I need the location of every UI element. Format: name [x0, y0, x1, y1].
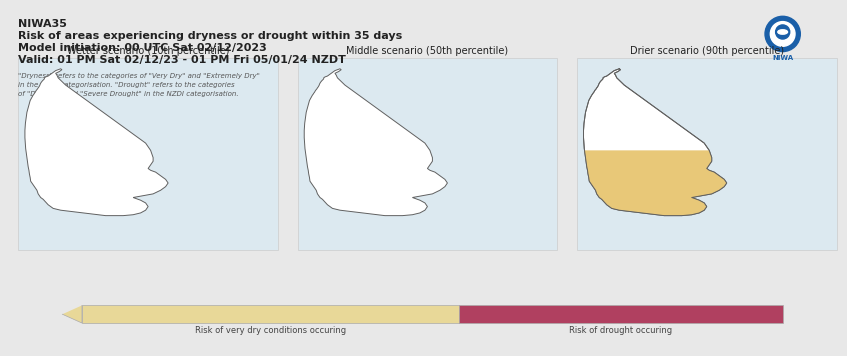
Circle shape	[765, 16, 800, 52]
Ellipse shape	[778, 30, 788, 34]
Polygon shape	[25, 69, 168, 216]
Text: NIWA: NIWA	[772, 54, 794, 61]
Bar	[82, 305, 459, 323]
Bar	[19, 58, 278, 250]
Text: Valid: 01 PM Sat 02/12/23 - 01 PM Fri 05/01/24 NZDT: Valid: 01 PM Sat 02/12/23 - 01 PM Fri 05…	[19, 54, 346, 64]
Text: Risk of very dry conditions occuring: Risk of very dry conditions occuring	[195, 326, 346, 335]
Text: Model initiation: 00 UTC Sat 02/12/2023: Model initiation: 00 UTC Sat 02/12/2023	[19, 43, 267, 53]
Polygon shape	[584, 150, 727, 216]
Text: Drier scenario (90th percentile): Drier scenario (90th percentile)	[629, 46, 783, 56]
Text: NIWA35: NIWA35	[19, 19, 67, 29]
Circle shape	[770, 22, 795, 46]
Text: Risk of drought occuring: Risk of drought occuring	[569, 326, 673, 335]
Polygon shape	[304, 69, 447, 216]
Bar	[577, 58, 837, 250]
Polygon shape	[584, 69, 727, 216]
Bar	[297, 58, 557, 250]
Text: Wetter scenario (10th percentile): Wetter scenario (10th percentile)	[67, 46, 230, 56]
Polygon shape	[584, 69, 727, 216]
Text: "Dryness" refers to the categories of "Very Dry" and "Extremely Dry"
in the NZDI: "Dryness" refers to the categories of "V…	[19, 73, 260, 96]
Text: Middle scenario (50th percentile): Middle scenario (50th percentile)	[346, 46, 508, 56]
Polygon shape	[63, 305, 82, 323]
Text: Risk of areas experiencing dryness or drought within 35 days: Risk of areas experiencing dryness or dr…	[19, 31, 402, 41]
Bar	[459, 305, 783, 323]
Circle shape	[776, 25, 789, 39]
